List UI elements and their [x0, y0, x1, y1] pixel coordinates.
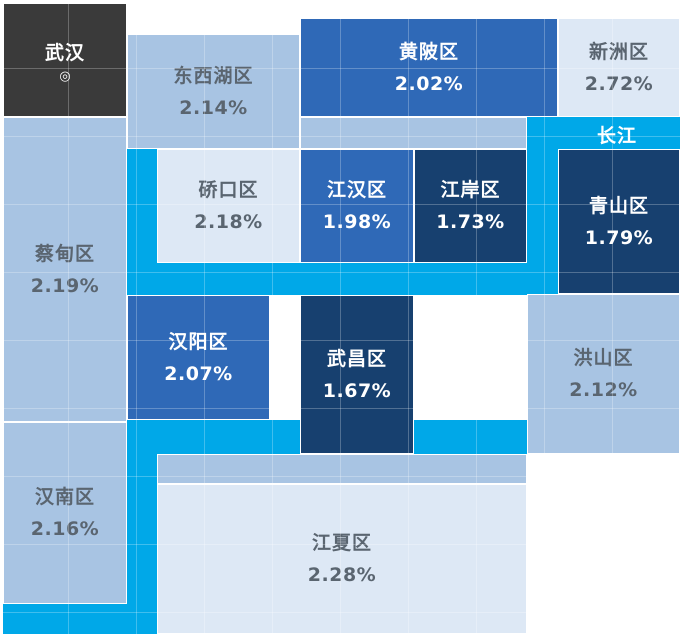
district-rate: 1.67% — [322, 379, 392, 402]
district-name: 新洲区 — [588, 40, 649, 63]
district-name: 武昌区 — [326, 347, 387, 370]
district-name: 江岸区 — [440, 179, 501, 201]
district-rate: 2.07% — [164, 362, 233, 385]
district-rate: 1.98% — [322, 211, 392, 233]
district-qingshan[interactable]: 青山区 1.79% — [558, 149, 680, 294]
district-xinzhou[interactable]: 新洲区 2.72% — [558, 18, 680, 117]
river-left-lower — [127, 420, 157, 634]
district-jiangxia[interactable]: 江夏区 2.28% — [157, 484, 527, 634]
city-title-block: 武汉 ◎ — [3, 3, 127, 117]
district-rate: 2.19% — [30, 274, 100, 297]
district-rate: 2.16% — [30, 518, 100, 540]
district-jianghan[interactable]: 江汉区 1.98% — [300, 149, 414, 263]
river-center-horizontal — [127, 263, 559, 295]
district-name: 汉南区 — [34, 486, 95, 508]
district-wuchang[interactable]: 武昌区 1.67% — [300, 295, 414, 454]
district-fill-south — [157, 454, 527, 484]
river-top-right — [527, 117, 680, 149]
district-name: 洪山区 — [573, 347, 634, 369]
changjiang-label: 长江 — [597, 125, 638, 147]
district-rate: 2.14% — [179, 96, 248, 119]
city-title: 武汉 — [44, 41, 85, 64]
district-dongxihu[interactable]: 东西湖区 2.14% — [127, 34, 300, 149]
district-name: 江夏区 — [311, 532, 372, 554]
district-name: 青山区 — [588, 194, 649, 217]
district-rate: 2.72% — [584, 72, 654, 95]
district-name: 硚口区 — [198, 179, 259, 201]
district-name: 江汉区 — [326, 179, 387, 201]
river-left-vertical — [127, 149, 157, 295]
district-name: 汉阳区 — [168, 330, 229, 353]
district-hanyang[interactable]: 汉阳区 2.07% — [127, 295, 270, 420]
district-rate: 2.02% — [394, 72, 464, 95]
district-huangpi[interactable]: 黄陂区 2.02% — [300, 18, 558, 117]
city-symbol: ◎ — [59, 68, 71, 84]
district-fill-north — [300, 117, 527, 149]
district-caidian[interactable]: 蔡甸区 2.19% — [3, 117, 127, 422]
donghu-label: 东湖 — [446, 368, 487, 390]
district-rate: 2.18% — [194, 211, 263, 233]
district-name: 蔡甸区 — [34, 242, 95, 265]
district-rate: 2.28% — [307, 564, 377, 586]
district-name: 黄陂区 — [398, 40, 459, 63]
district-name: 东西湖区 — [173, 64, 254, 87]
district-rate: 1.79% — [584, 226, 654, 249]
district-rate: 1.73% — [436, 211, 505, 233]
district-hongshan[interactable]: 洪山区 2.12% — [527, 294, 680, 454]
district-rate: 2.12% — [569, 379, 638, 401]
district-hannan[interactable]: 汉南区 2.16% — [3, 422, 127, 604]
district-jiangan[interactable]: 江岸区 1.73% — [414, 149, 527, 263]
district-qiaokou[interactable]: 硚口区 2.18% — [157, 149, 300, 263]
